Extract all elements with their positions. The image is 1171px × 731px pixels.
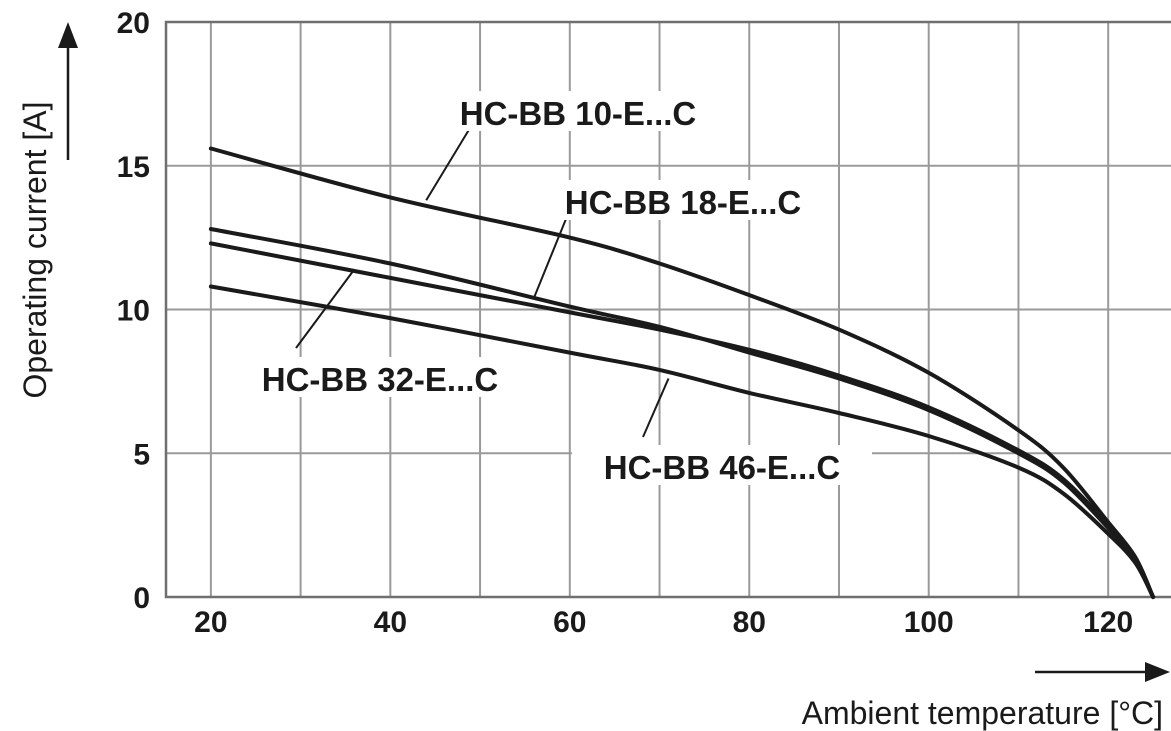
chart-tick-labels: 20 40 60 80 100 120 0 5 10 15 20: [117, 7, 1134, 639]
y-axis-title: Operating current [A]: [17, 22, 78, 399]
series-label-4: HC-BB 46-E...C: [604, 449, 841, 486]
y-axis-label: Operating current [A]: [17, 101, 53, 398]
y-tick-label: 20: [117, 7, 150, 40]
series-line-3: [208, 241, 1156, 599]
series-label-3: HC-BB 32-E...C: [262, 361, 499, 398]
annotation-leader-4: [642, 378, 670, 438]
y-tick-label: 0: [133, 582, 150, 615]
x-tick-label: 40: [374, 606, 407, 639]
chart-curves: [208, 146, 1156, 599]
x-tick-label: 120: [1083, 606, 1133, 639]
x-tick-label: 80: [733, 606, 766, 639]
y-axis-arrow-head-icon: [58, 22, 78, 48]
y-tick-label: 10: [117, 295, 150, 328]
x-tick-label: 20: [194, 606, 227, 639]
series-line-4: [208, 284, 1156, 599]
series-line-2: [208, 227, 1156, 599]
x-axis-arrow-head-icon: [1145, 662, 1170, 682]
plot-frame: [164, 20, 1171, 599]
series-line-1: [208, 146, 1156, 599]
annotation-leader-2: [532, 213, 569, 299]
x-axis-title: Ambient temperature [°C]: [802, 662, 1170, 731]
annotation-background: [428, 91, 728, 131]
y-tick-label: 5: [133, 438, 150, 471]
annotation-background: [533, 180, 833, 220]
annotation-background: [230, 357, 530, 397]
x-tick-label: 60: [553, 606, 586, 639]
chart-grid: [166, 22, 1171, 597]
series-label-2: HC-BB 18-E...C: [565, 184, 802, 221]
annotation-background: [572, 445, 872, 485]
chart-annotations: HC-BB 10-E...C HC-BB 18-E...C HC-BB 32-E..…: [230, 91, 872, 486]
y-tick-label: 15: [117, 151, 150, 184]
x-tick-label: 100: [904, 606, 954, 639]
x-axis-label: Ambient temperature [°C]: [802, 695, 1163, 731]
annotation-leader-3: [295, 268, 356, 349]
annotation-leader-1: [425, 127, 471, 201]
series-label-1: HC-BB 10-E...C: [460, 95, 697, 132]
